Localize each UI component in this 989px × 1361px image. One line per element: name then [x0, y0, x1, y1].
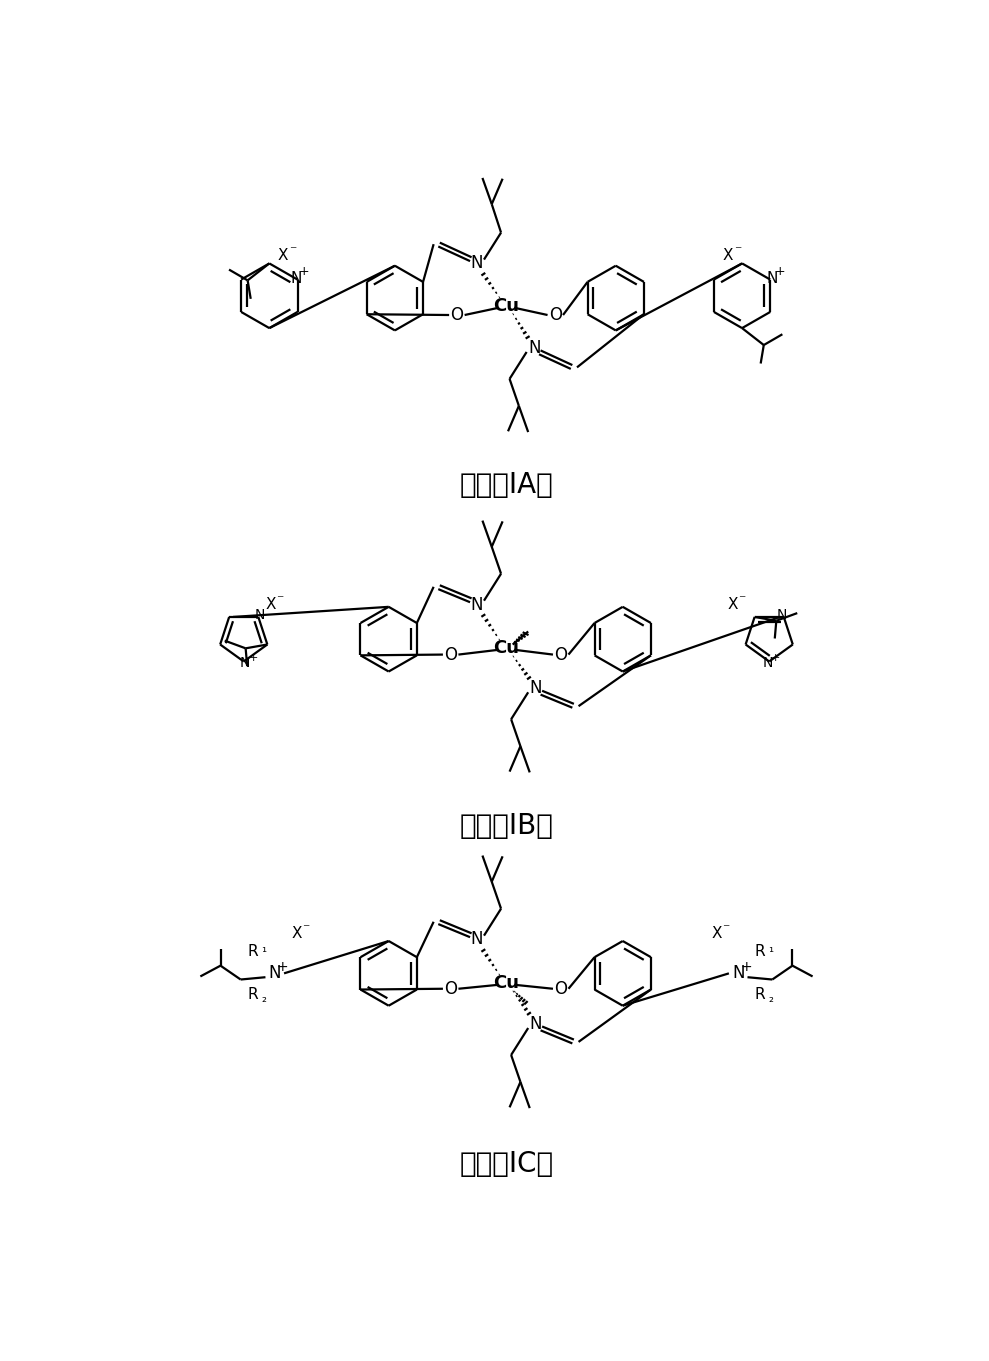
Text: +: +	[770, 653, 780, 663]
Text: ⁻: ⁻	[302, 921, 310, 936]
Text: N: N	[766, 271, 777, 286]
Text: N: N	[530, 1015, 542, 1033]
Text: N: N	[291, 271, 302, 286]
Text: ₂: ₂	[768, 992, 773, 1004]
Text: ₁: ₁	[768, 942, 773, 955]
Text: +: +	[299, 265, 309, 279]
Text: O: O	[554, 980, 568, 998]
Text: N: N	[732, 965, 745, 983]
Text: N: N	[470, 596, 483, 614]
Text: R: R	[755, 988, 765, 1003]
Text: ⁻: ⁻	[739, 593, 746, 607]
Text: N: N	[528, 339, 541, 357]
Text: N: N	[470, 255, 483, 272]
Text: N: N	[777, 608, 787, 622]
Text: O: O	[549, 306, 562, 324]
Text: +: +	[277, 961, 289, 974]
Text: ⁻: ⁻	[722, 921, 730, 936]
Text: ₁: ₁	[261, 942, 266, 955]
Text: X: X	[278, 248, 289, 263]
Text: ⁻: ⁻	[289, 244, 297, 259]
Text: X: X	[723, 248, 734, 263]
Text: N: N	[240, 656, 250, 670]
Text: 通式（IA）: 通式（IA）	[460, 471, 554, 499]
Text: +: +	[774, 265, 785, 279]
Text: 通式（IC）: 通式（IC）	[460, 1150, 554, 1179]
Text: ⁻: ⁻	[277, 593, 284, 607]
Text: O: O	[444, 980, 457, 998]
Text: X: X	[291, 925, 302, 940]
Text: O: O	[444, 645, 457, 664]
Text: N: N	[268, 965, 281, 983]
Text: +: +	[248, 653, 258, 663]
Text: O: O	[450, 306, 464, 324]
Text: ₂: ₂	[261, 992, 266, 1004]
Text: Cu: Cu	[494, 640, 519, 657]
Text: X: X	[728, 597, 738, 612]
Text: ⁻: ⁻	[734, 244, 741, 259]
Text: R: R	[247, 988, 258, 1003]
Text: R: R	[247, 945, 258, 960]
Text: X: X	[711, 925, 722, 940]
Text: R: R	[755, 945, 765, 960]
Text: N: N	[255, 608, 265, 622]
Text: N: N	[470, 931, 483, 949]
Text: O: O	[554, 645, 568, 664]
Text: +: +	[740, 961, 752, 974]
Text: 通式（IB）: 通式（IB）	[460, 811, 554, 840]
Text: N: N	[763, 656, 772, 670]
Text: X: X	[266, 597, 276, 612]
Text: Cu: Cu	[494, 297, 519, 314]
Text: Cu: Cu	[494, 974, 519, 992]
Text: N: N	[530, 679, 542, 697]
